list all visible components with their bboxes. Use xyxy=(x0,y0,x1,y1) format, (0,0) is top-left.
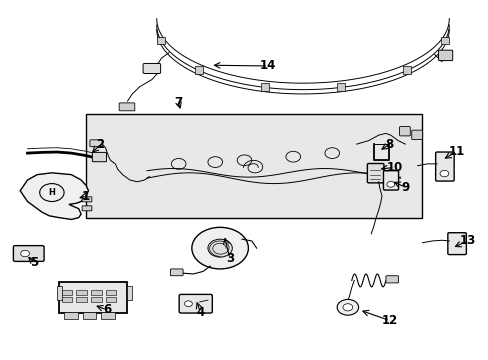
Bar xyxy=(61,291,72,296)
Text: 3: 3 xyxy=(225,252,233,265)
Text: 12: 12 xyxy=(381,314,397,327)
FancyBboxPatch shape xyxy=(385,276,398,283)
Bar xyxy=(261,84,268,91)
Circle shape xyxy=(207,239,232,257)
Bar xyxy=(157,37,165,44)
Bar xyxy=(91,291,102,296)
Text: 13: 13 xyxy=(459,234,475,247)
Bar xyxy=(440,37,447,44)
Bar xyxy=(76,297,87,302)
Bar xyxy=(127,286,132,300)
Text: 8: 8 xyxy=(385,138,393,150)
Polygon shape xyxy=(86,114,422,218)
Circle shape xyxy=(20,250,29,257)
Bar xyxy=(403,67,410,74)
Bar xyxy=(101,312,115,319)
FancyBboxPatch shape xyxy=(411,130,422,139)
FancyBboxPatch shape xyxy=(435,152,453,181)
FancyBboxPatch shape xyxy=(92,152,106,162)
FancyBboxPatch shape xyxy=(82,206,92,211)
Bar xyxy=(57,286,61,300)
FancyBboxPatch shape xyxy=(366,163,383,183)
Bar xyxy=(91,297,102,302)
Circle shape xyxy=(191,227,248,269)
Bar xyxy=(105,291,116,296)
Text: 11: 11 xyxy=(447,145,464,158)
Text: 6: 6 xyxy=(102,303,111,316)
Bar xyxy=(105,297,116,302)
Text: 7: 7 xyxy=(174,96,183,109)
Text: H: H xyxy=(48,188,55,197)
Circle shape xyxy=(336,300,358,315)
Bar xyxy=(195,67,203,74)
Circle shape xyxy=(386,181,394,187)
Circle shape xyxy=(342,304,352,311)
Text: 14: 14 xyxy=(259,59,276,72)
FancyBboxPatch shape xyxy=(170,269,183,276)
FancyBboxPatch shape xyxy=(13,246,44,261)
Bar xyxy=(76,291,87,296)
Circle shape xyxy=(184,301,192,307)
FancyBboxPatch shape xyxy=(82,197,92,202)
Text: 5: 5 xyxy=(30,256,38,269)
FancyBboxPatch shape xyxy=(399,127,409,136)
FancyBboxPatch shape xyxy=(438,50,452,60)
Bar xyxy=(61,297,72,302)
FancyBboxPatch shape xyxy=(119,103,135,111)
Circle shape xyxy=(439,170,448,177)
Bar xyxy=(64,312,78,319)
Text: 1: 1 xyxy=(82,190,90,203)
FancyBboxPatch shape xyxy=(447,233,466,255)
Bar xyxy=(82,312,96,319)
Polygon shape xyxy=(20,173,88,220)
Text: 4: 4 xyxy=(196,306,204,319)
Text: 9: 9 xyxy=(401,181,408,194)
FancyBboxPatch shape xyxy=(143,63,160,73)
FancyBboxPatch shape xyxy=(383,171,398,190)
FancyBboxPatch shape xyxy=(90,140,102,147)
FancyBboxPatch shape xyxy=(179,294,212,313)
Text: 10: 10 xyxy=(386,161,402,174)
Bar xyxy=(59,282,127,313)
Text: 2: 2 xyxy=(97,138,104,150)
Bar xyxy=(337,84,345,91)
